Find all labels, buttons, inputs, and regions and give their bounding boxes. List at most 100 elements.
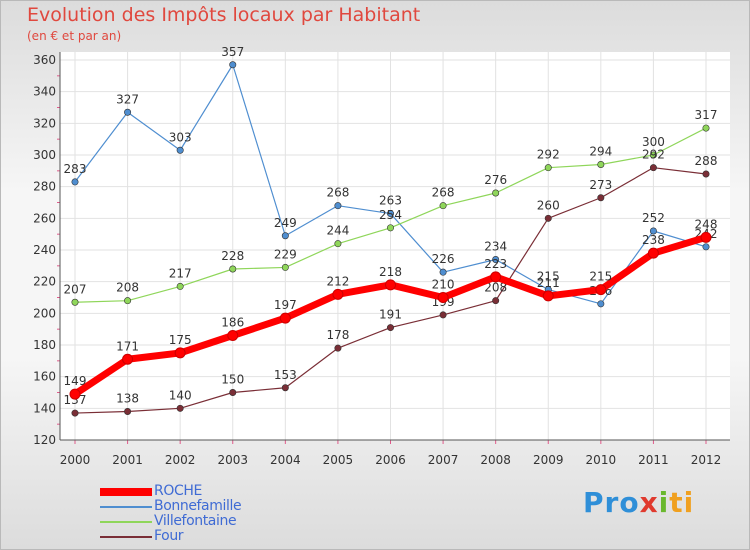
data-point-four <box>71 409 79 417</box>
data-point-four <box>702 170 710 178</box>
proxiti-logo: Proxiti <box>583 486 694 519</box>
y-tick-label: 200 <box>33 306 56 320</box>
data-label-four: 288 <box>695 154 718 168</box>
data-label-four: 150 <box>221 373 244 387</box>
data-point-villefontaine <box>229 265 237 273</box>
data-point-roche <box>279 312 291 324</box>
x-tick-label: 2008 <box>480 453 511 467</box>
y-tick-label: 180 <box>33 338 56 352</box>
data-label-four: 208 <box>484 281 507 295</box>
data-point-roche <box>385 279 396 291</box>
data-label-villefontaine: 229 <box>274 247 297 261</box>
data-point-roche <box>122 353 134 365</box>
data-point-villefontaine <box>439 202 447 210</box>
plot-area <box>60 52 730 440</box>
legend-label-bonnefamille: Bonnefamille <box>154 498 242 514</box>
y-tick-label: 140 <box>33 401 56 415</box>
x-tick-label: 2009 <box>533 453 564 467</box>
data-point-bonnefamille <box>702 243 710 251</box>
data-point-four <box>281 384 289 392</box>
data-label-bonnefamille: 303 <box>169 130 192 144</box>
data-label-bonnefamille: 357 <box>221 45 244 59</box>
x-tick-label: 2012 <box>691 453 722 467</box>
data-label-bonnefamille: 252 <box>642 211 665 225</box>
data-point-roche <box>647 247 659 259</box>
logo-part-1: Pro <box>583 486 640 519</box>
data-point-four <box>544 214 552 222</box>
data-label-roche: 215 <box>589 270 612 284</box>
chart-legend: ROCHE Bonnefamille Villefontaine Four <box>100 484 242 544</box>
data-label-roche: 248 <box>695 217 718 231</box>
data-point-bonnefamille <box>281 232 289 240</box>
legend-item-four: Four <box>100 529 241 544</box>
data-label-villefontaine: 268 <box>432 186 455 200</box>
legend-item-roche: ROCHE <box>100 484 241 499</box>
data-point-bonnefamille <box>386 210 394 218</box>
data-point-roche <box>227 330 239 341</box>
y-tick-label: 340 <box>33 85 56 99</box>
data-label-villefontaine: 228 <box>221 249 244 263</box>
y-tick-label: 260 <box>33 211 56 225</box>
data-point-roche <box>542 290 554 302</box>
data-label-roche: 211 <box>537 276 560 290</box>
data-point-villefontaine <box>71 298 79 306</box>
data-point-villefontaine <box>597 161 605 169</box>
x-tick-label: 2011 <box>638 453 669 467</box>
data-point-bonnefamille <box>439 268 447 276</box>
data-point-four <box>176 404 184 412</box>
legend-swatch-villefontaine <box>100 520 152 523</box>
data-label-bonnefamille: 215 <box>537 270 560 284</box>
chart-subtitle: (en € et par an) <box>27 29 122 43</box>
y-tick-label: 160 <box>33 370 56 384</box>
data-label-four: 153 <box>274 368 297 382</box>
data-point-bonnefamille <box>71 178 79 186</box>
data-point-villefontaine <box>649 151 657 159</box>
logo-part-2: x <box>639 486 659 519</box>
data-point-bonnefamille <box>649 227 657 235</box>
data-point-bonnefamille <box>124 108 132 116</box>
data-point-bonnefamille <box>229 61 237 69</box>
y-tick-label: 300 <box>33 148 56 162</box>
legend-swatch-roche <box>100 487 152 496</box>
legend-swatch-bonnefamille <box>100 505 152 508</box>
legend-item-villefontaine: Villefontaine <box>100 514 241 529</box>
data-point-villefontaine <box>702 124 710 132</box>
data-label-roche: 149 <box>64 374 87 388</box>
data-label-four: 191 <box>379 308 402 322</box>
legend-swatch-four <box>100 535 152 538</box>
data-label-villefontaine: 300 <box>642 135 665 149</box>
y-tick-label: 360 <box>33 53 56 67</box>
data-point-roche <box>69 388 81 400</box>
x-tick-label: 2005 <box>323 453 354 467</box>
x-tick-label: 2007 <box>428 453 459 467</box>
data-label-roche: 197 <box>274 298 297 312</box>
data-label-four: 273 <box>589 178 612 192</box>
x-tick-label: 2010 <box>586 453 617 467</box>
legend-label-four: Four <box>154 528 184 544</box>
data-label-villefontaine: 244 <box>326 224 349 238</box>
legend-label-roche: ROCHE <box>154 483 202 499</box>
y-tick-label: 240 <box>33 243 56 257</box>
y-tick-label: 220 <box>33 275 56 289</box>
x-tick-label: 2003 <box>217 453 248 467</box>
data-point-roche <box>595 284 607 296</box>
data-label-villefontaine: 294 <box>589 145 612 159</box>
data-label-roche: 212 <box>326 274 349 288</box>
data-point-bonnefamille <box>176 146 184 154</box>
y-tick-label: 120 <box>33 433 56 447</box>
data-label-bonnefamille: 283 <box>64 162 87 176</box>
data-label-bonnefamille: 268 <box>326 186 349 200</box>
data-label-bonnefamille: 263 <box>379 194 402 208</box>
data-point-roche <box>490 271 502 283</box>
data-label-villefontaine: 207 <box>64 282 87 296</box>
data-point-villefontaine <box>281 263 289 271</box>
data-point-roche <box>700 231 712 243</box>
data-label-villefontaine: 217 <box>169 266 192 280</box>
data-point-four <box>334 344 342 352</box>
logo-part-3: i <box>658 486 670 519</box>
data-point-villefontaine <box>124 297 132 305</box>
data-point-roche <box>174 347 186 359</box>
data-label-roche: 186 <box>221 316 244 330</box>
data-point-four <box>386 324 394 332</box>
